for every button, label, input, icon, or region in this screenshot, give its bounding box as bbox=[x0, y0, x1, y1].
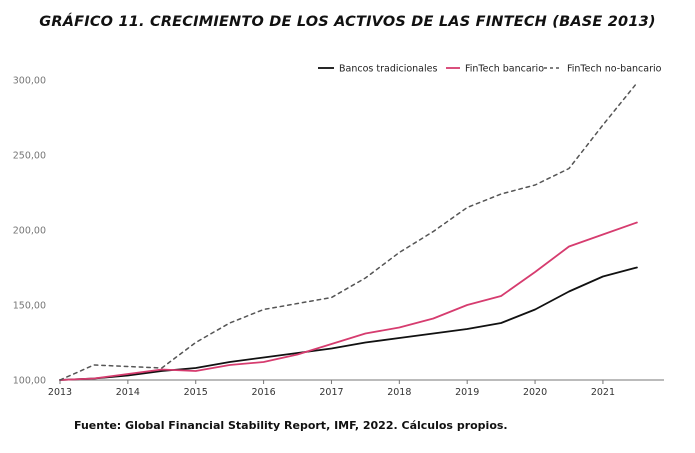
legend-label: FinTech bancario bbox=[465, 64, 544, 75]
series-line-fintech-no-bancario bbox=[59, 82, 638, 381]
x-tick-label: 2014 bbox=[116, 387, 140, 398]
x-tick-label: 2016 bbox=[252, 387, 276, 398]
series-line-fintech-bancario bbox=[59, 221, 638, 381]
y-axis: 100,00 150,00 200,00 250,00 300,00 bbox=[13, 76, 46, 387]
legend-item-bancos-tradicionales: Bancos tradicionales bbox=[318, 64, 437, 75]
x-tick-label: 2021 bbox=[591, 387, 615, 398]
y-tick-label: 200,00 bbox=[13, 226, 46, 237]
legend: Bancos tradicionales FinTech bancario FinT… bbox=[318, 64, 662, 75]
x-tick-label: 2020 bbox=[523, 387, 547, 398]
x-tick-label: 2013 bbox=[48, 387, 72, 398]
series-layer bbox=[59, 82, 638, 381]
x-tick-label: 2015 bbox=[184, 387, 208, 398]
series-line-bancos-tradicionales bbox=[59, 266, 638, 381]
legend-label: Bancos tradicionales bbox=[339, 64, 437, 75]
x-tick-label: 2019 bbox=[455, 387, 479, 398]
chart-source: Fuente: Global Financial Stability Repor… bbox=[74, 419, 508, 432]
chart-title: GRÁFICO 11. CRECIMIENTO DE LOS ACTIVOS D… bbox=[39, 14, 656, 30]
y-tick-label: 150,00 bbox=[13, 301, 46, 312]
legend-label: FinTech no-bancario bbox=[567, 64, 662, 75]
x-axis: 2013 2014 2015 2016 2017 2018 2019 2020 2021 bbox=[48, 379, 664, 398]
y-tick-label: 250,00 bbox=[13, 151, 46, 162]
y-tick-label: 100,00 bbox=[13, 376, 46, 387]
x-tick-label: 2018 bbox=[387, 387, 411, 398]
legend-item-fintech-no-bancario: FinTech no-bancario bbox=[544, 64, 662, 75]
y-tick-label: 300,00 bbox=[13, 76, 46, 87]
legend-item-fintech-bancario: FinTech bancario bbox=[446, 64, 544, 75]
x-tick-label: 2017 bbox=[319, 387, 343, 398]
